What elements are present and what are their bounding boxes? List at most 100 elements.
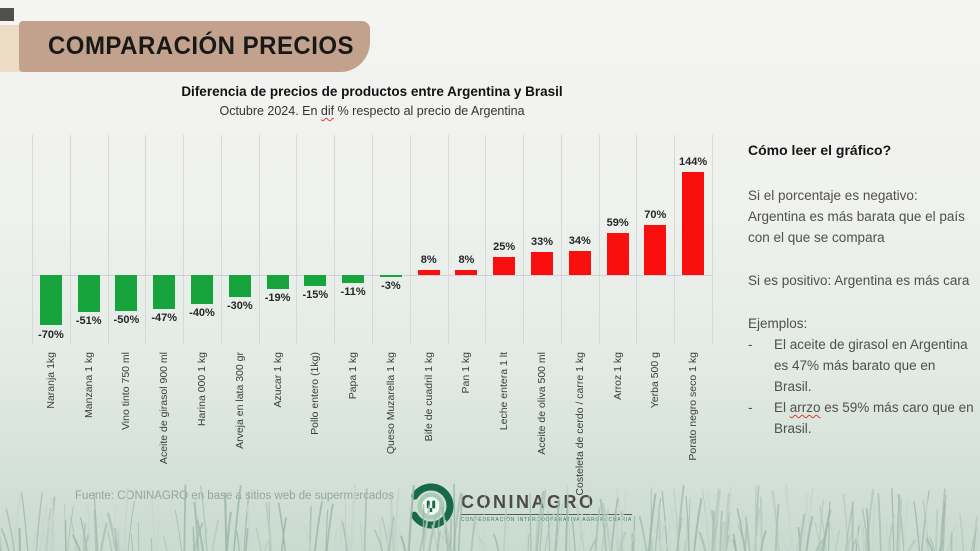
- examples-heading: Ejemplos:: [748, 316, 808, 331]
- bar-value-label: 34%: [568, 234, 591, 247]
- bar-value-label: -47%: [151, 312, 178, 324]
- subtitle-post: % respecto al precio de Argentina: [334, 104, 525, 118]
- category-label: Arroz 1 kg: [611, 352, 624, 400]
- category-label: Manzana 1 kg: [82, 352, 95, 418]
- bar: [682, 171, 705, 276]
- bar-value-label: 8%: [458, 253, 475, 266]
- gridline: [32, 135, 33, 345]
- coninagro-logo: CONINAGRO CONFEDERACIÓN INTERCOOPERATIVA…: [408, 483, 633, 529]
- chart-titles: Diferencia de precios de productos entre…: [32, 84, 712, 118]
- panel-paragraph-positive: Si es positivo: Argentina es más cara: [748, 273, 970, 288]
- example-item-1: - El aceite de girasol en Argentina es 4…: [748, 334, 976, 397]
- category-label: Costeleta de cerdo / carre 1 kg: [573, 352, 586, 496]
- category-label: Aceite de oliva 500 ml: [536, 352, 548, 455]
- bar: [606, 232, 629, 276]
- bar-value-label: -3%: [381, 280, 401, 293]
- bar-value-label: -51%: [75, 314, 102, 327]
- gridline: [523, 135, 525, 345]
- example-text-1: El aceite de girasol en Argentina es 47%…: [774, 337, 968, 394]
- gridline: [145, 135, 147, 345]
- bar-value-label: 25%: [493, 241, 516, 254]
- gridline: [296, 135, 298, 345]
- category-label: Naranja 1kg: [44, 352, 57, 409]
- gridline: [560, 135, 562, 345]
- header-side-strip: [0, 25, 22, 72]
- bar: [379, 275, 402, 278]
- bar: [342, 275, 365, 284]
- bar: [266, 275, 289, 289]
- page-title: COMPARACIÓN PRECIOS: [48, 32, 355, 60]
- category-label: Harina 000 1 kg: [196, 352, 208, 427]
- gridline: [447, 135, 449, 345]
- dash-bullet: -: [748, 400, 753, 415]
- gridline: [69, 135, 71, 345]
- header-banner: COMPARACIÓN PRECIOS: [19, 21, 370, 72]
- bar-value-label: -30%: [226, 299, 253, 312]
- category-label: Pan 1 kg: [460, 352, 473, 394]
- logo-name: CONINAGRO: [461, 492, 633, 515]
- bar: [153, 275, 176, 309]
- gridline: [258, 135, 260, 345]
- dash-bullet: -: [748, 337, 753, 352]
- category-label: Leche entera 1 lt: [498, 352, 511, 431]
- bar: [455, 269, 478, 276]
- gridline: [598, 135, 600, 345]
- gridline: [485, 135, 487, 345]
- bar-value-label: -70%: [38, 328, 64, 341]
- chart-title: Diferencia de precios de productos entre…: [181, 84, 563, 99]
- gridline: [712, 135, 713, 345]
- bar-value-label: 70%: [644, 208, 667, 221]
- gridline: [674, 135, 676, 345]
- example-item-2: - El arrzo es 59% más caro que en Brasil…: [748, 397, 976, 439]
- bar-value-label: 8%: [420, 253, 437, 266]
- panel-paragraph-negative: Si el porcentaje es negativo: Argentina …: [748, 188, 965, 245]
- bar: [115, 275, 138, 312]
- category-label: Porato negro seco 1 kg: [687, 352, 700, 461]
- bar: [531, 251, 553, 276]
- chart-subtitle: Octubre 2024. En dif % respecto al preci…: [32, 104, 712, 118]
- category-label: Queso Muzarella 1 kg: [384, 352, 397, 455]
- example-text-2: El arrzo es 59% más caro que en Brasil.: [774, 400, 974, 436]
- bar: [304, 275, 327, 286]
- gridline: [372, 135, 373, 345]
- bar: [191, 275, 213, 304]
- source-note: Fuente: CONINAGRO en base a sitios web d…: [75, 490, 394, 502]
- bar-value-label: -19%: [264, 291, 291, 304]
- bar-value-label: 59%: [606, 216, 629, 229]
- logo-text-block: CONINAGRO CONFEDERACIÓN INTERCOOPERATIVA…: [461, 492, 633, 523]
- category-label: Bife de cuadril 1 kg: [422, 352, 435, 442]
- category-label: Yerba 500 g: [649, 352, 662, 409]
- bar-value-label: 33%: [530, 235, 554, 248]
- bar: [417, 269, 440, 276]
- subtitle-pre: Octubre 2024. En: [219, 104, 321, 118]
- plot-area: -70% -51% -50% -47% -40% -30% -19% -15% -11% -3% 8…: [32, 135, 713, 345]
- bar-value-label: -15%: [302, 289, 329, 301]
- category-label: Pollo entero (1kg): [309, 352, 322, 435]
- bar-value-label: -11%: [340, 286, 366, 299]
- bar: [77, 275, 100, 312]
- gridline: [636, 135, 638, 345]
- logo-tagline: CONFEDERACIÓN INTERCOOPERATIVA AGROPECUA…: [461, 517, 633, 523]
- bar: [644, 224, 667, 276]
- coninagro-logo-icon: [408, 483, 454, 529]
- panel-heading: Cómo leer el gráfico?: [748, 142, 892, 158]
- gridline: [107, 135, 109, 345]
- bar: [39, 275, 62, 326]
- category-label: Papa 1 kg: [347, 352, 360, 400]
- category-label: Aceite de girasol 900 ml: [158, 352, 171, 465]
- gridline: [334, 135, 336, 345]
- bar-value-label: -50%: [113, 314, 140, 327]
- corner-accent-square: [0, 8, 14, 21]
- subtitle-misspelled-word: dif: [320, 104, 335, 118]
- category-label: Azucar 1 kg: [271, 352, 284, 408]
- bar-value-label: -40%: [189, 307, 215, 319]
- zero-baseline: [32, 275, 712, 277]
- bar: [493, 257, 516, 276]
- gridline: [220, 135, 222, 345]
- bar-value-label: 144%: [679, 155, 708, 168]
- how-to-read-panel: Cómo leer el gráfico? Si el porcentaje e…: [748, 140, 976, 439]
- category-label: Arveja en lata 300 gr: [233, 352, 246, 449]
- gridline: [183, 135, 185, 345]
- bar-chart: -70% -51% -50% -47% -40% -30% -19% -15% -11% -3% 8…: [32, 135, 713, 515]
